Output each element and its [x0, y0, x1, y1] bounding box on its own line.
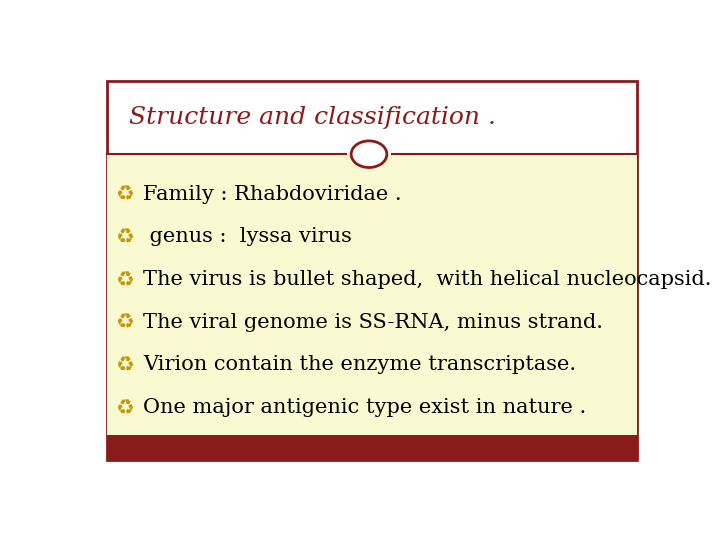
Text: Family : Rhabdoviridae .: Family : Rhabdoviridae .	[143, 185, 402, 204]
Text: ♻: ♻	[115, 355, 134, 375]
FancyBboxPatch shape	[107, 154, 637, 435]
FancyBboxPatch shape	[107, 435, 637, 460]
Text: Virion contain the enzyme transcriptase.: Virion contain the enzyme transcriptase.	[143, 355, 576, 374]
Text: ♻: ♻	[115, 397, 134, 417]
Circle shape	[351, 141, 387, 167]
Text: The virus is bullet shaped,  with helical nucleocapsid.: The virus is bullet shaped, with helical…	[143, 270, 711, 289]
Text: One major antigenic type exist in nature .: One major antigenic type exist in nature…	[143, 398, 586, 417]
Text: The viral genome is SS-RNA, minus strand.: The viral genome is SS-RNA, minus strand…	[143, 313, 603, 332]
FancyBboxPatch shape	[107, 82, 637, 460]
Text: ♻: ♻	[115, 269, 134, 289]
Text: ♻: ♻	[115, 184, 134, 204]
Text: Structure and classification .: Structure and classification .	[129, 106, 496, 129]
Text: ♻: ♻	[115, 312, 134, 332]
Text: ♻: ♻	[115, 227, 134, 247]
Text: genus :  lyssa virus: genus : lyssa virus	[143, 227, 352, 246]
